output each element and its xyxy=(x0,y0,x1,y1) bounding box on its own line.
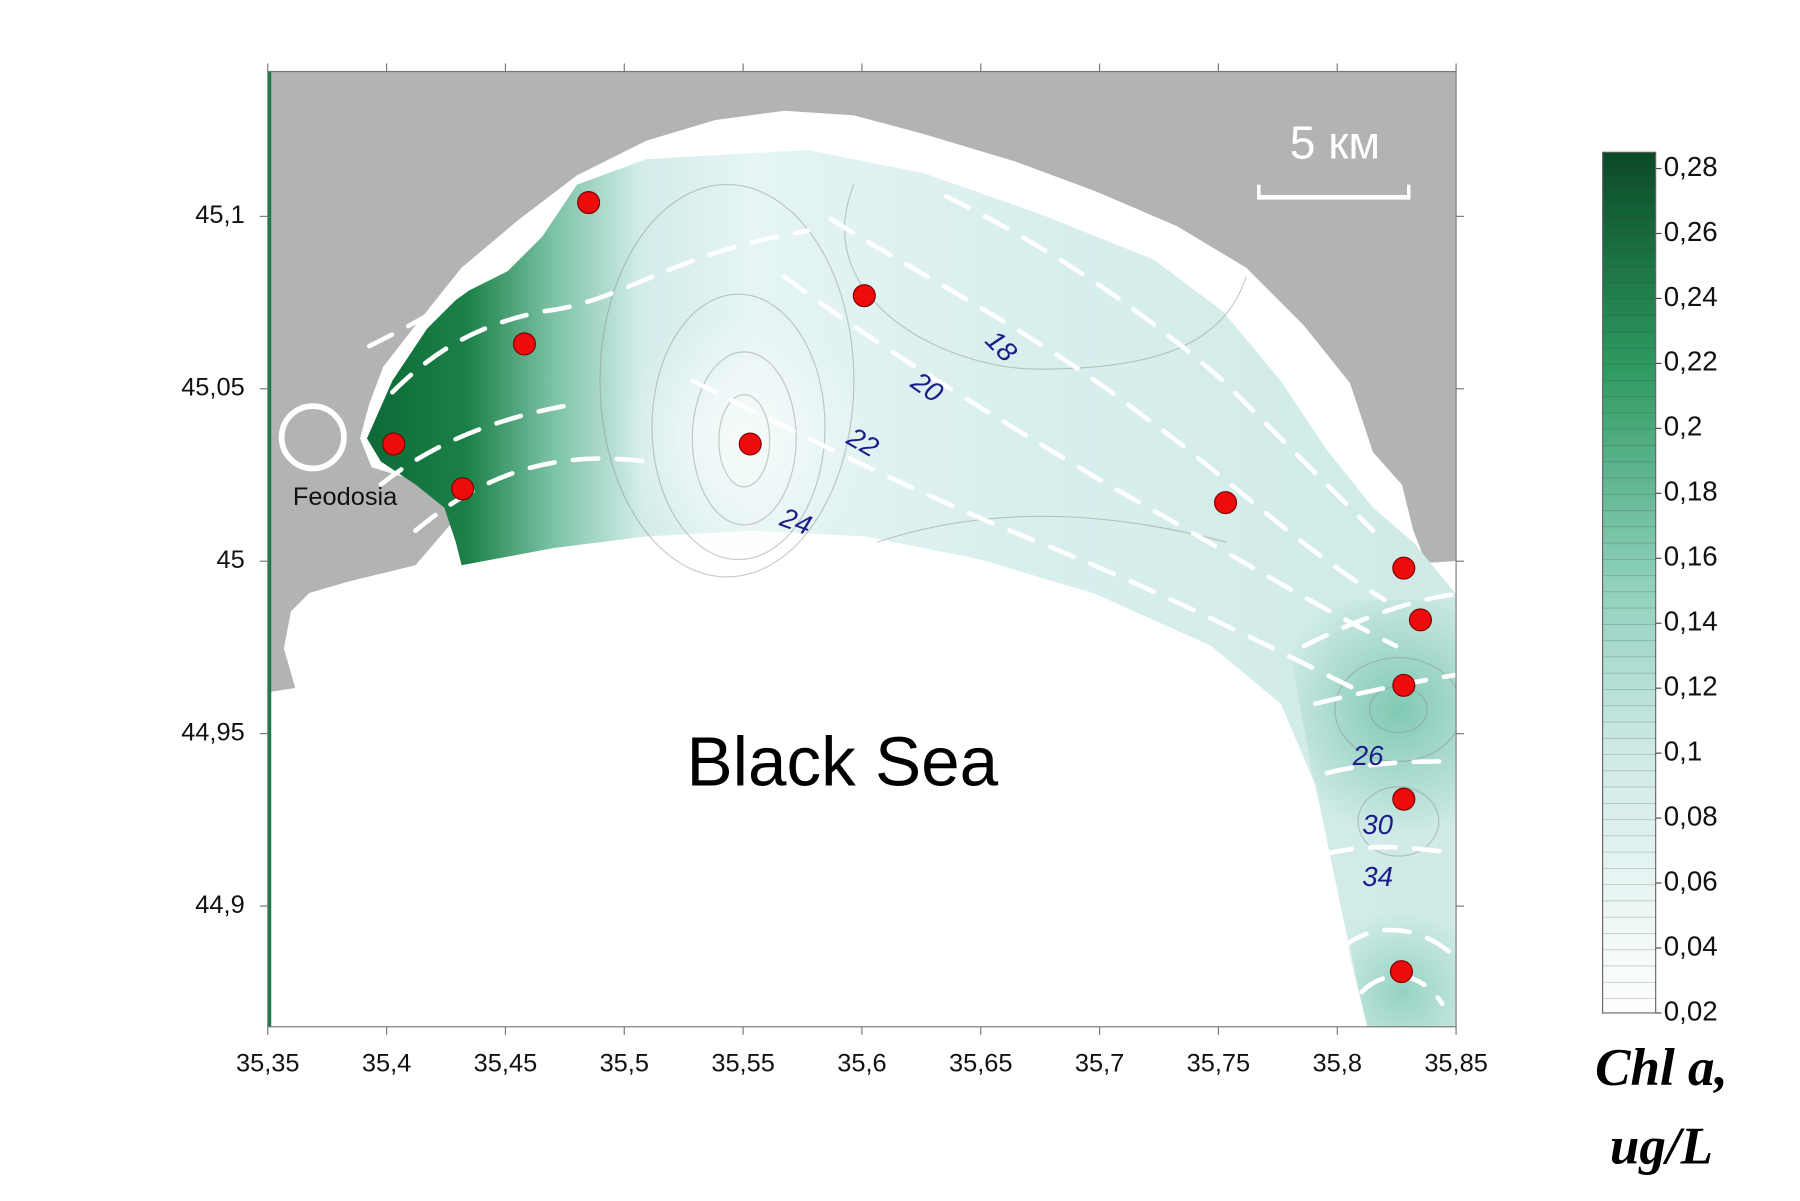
station xyxy=(382,432,406,456)
y-tick-label: 45,05 xyxy=(181,374,245,402)
station xyxy=(852,284,876,308)
x-tick-label: 35,75 xyxy=(1187,1050,1251,1078)
x-tick-label: 35,65 xyxy=(949,1050,1013,1078)
station xyxy=(1392,556,1416,580)
y-tick-label: 45 xyxy=(216,546,244,574)
station xyxy=(451,477,475,501)
y-tick-label: 44,9 xyxy=(195,891,244,919)
edge xyxy=(267,71,272,1027)
x-tick-label: 35,45 xyxy=(474,1050,538,1078)
colorbar-tick-label: 0,18 xyxy=(1664,476,1718,507)
station xyxy=(512,332,536,356)
contour-label: 30 xyxy=(1362,809,1393,840)
contour-label: 26 xyxy=(1352,740,1384,771)
colorbar-tick-label: 0,12 xyxy=(1664,670,1718,701)
y-tick-label: 44,95 xyxy=(181,718,245,746)
colorbar-tick-label: 0,26 xyxy=(1664,216,1718,247)
station xyxy=(1389,960,1413,984)
x-tick-label: 35,85 xyxy=(1424,1050,1488,1078)
colorbar-tick-label: 0,08 xyxy=(1664,800,1718,831)
y-tick-label: 45,1 xyxy=(195,201,244,229)
colorbar-tick-label: 0,2 xyxy=(1664,411,1702,442)
colorbar-bands xyxy=(1602,152,1656,1013)
colorbar-tick-label: 0,22 xyxy=(1664,346,1718,377)
x-tick-label: 35,5 xyxy=(600,1050,649,1078)
isolines xyxy=(599,184,1457,857)
station xyxy=(1408,608,1432,632)
station xyxy=(1392,673,1416,697)
scale-label: 5 км xyxy=(1290,117,1380,169)
station xyxy=(1214,491,1238,515)
station xyxy=(738,432,762,456)
sea-label: Black Sea xyxy=(686,722,998,800)
contour-label: 34 xyxy=(1362,861,1393,892)
x-tick-label: 35,6 xyxy=(837,1050,886,1078)
x-tick-label: 35,35 xyxy=(236,1050,300,1078)
colorbar-tick-label: 0,28 xyxy=(1664,151,1718,182)
colorbar-title: Chl a, xyxy=(1595,1039,1728,1097)
x-tick-label: 35,55 xyxy=(711,1050,775,1078)
x-tick-label: 35,8 xyxy=(1313,1050,1362,1078)
colorbar-tick-label: 0,02 xyxy=(1664,995,1718,1026)
colorbar-tick-label: 0,14 xyxy=(1664,606,1718,637)
x-tick-label: 35,7 xyxy=(1075,1050,1124,1078)
city-marker xyxy=(278,403,347,472)
city-label: Feodosia xyxy=(293,483,398,511)
colorbar-tick-label: 0,04 xyxy=(1664,930,1718,961)
colorbar-tick-label: 0,16 xyxy=(1664,541,1718,572)
colorbar-tick-label: 0,1 xyxy=(1664,735,1702,766)
x-tick-label: 35,4 xyxy=(362,1050,411,1078)
salinity-isolines xyxy=(366,193,1457,1007)
colorbar-title: ug/L xyxy=(1610,1118,1713,1176)
colorbar-tick-label: 0,24 xyxy=(1664,281,1718,312)
station xyxy=(577,191,601,215)
chlorophyll-patch xyxy=(1280,599,1457,854)
colorbar-tick-label: 0,06 xyxy=(1664,865,1718,896)
station xyxy=(1392,787,1416,811)
scale-bar: 5 км xyxy=(1257,117,1411,200)
map-area xyxy=(267,71,1457,1027)
